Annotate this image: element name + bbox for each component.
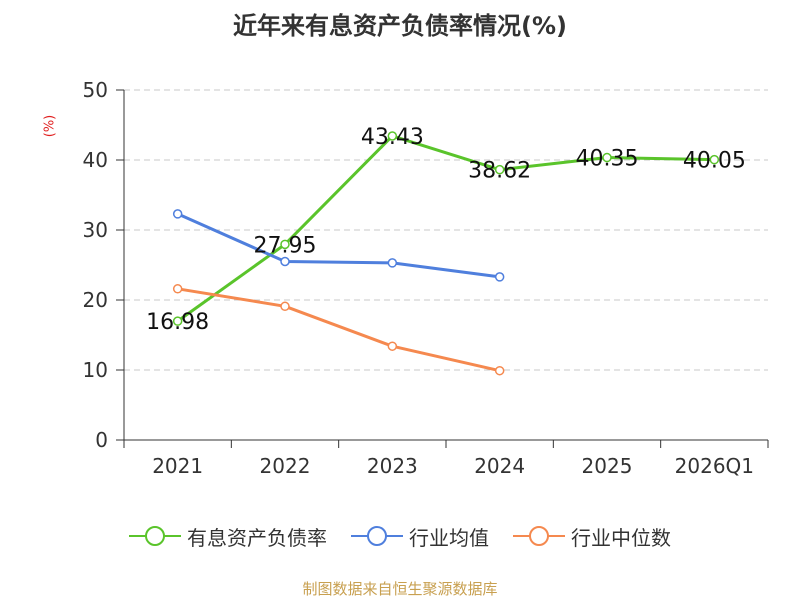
- legend-circle: [367, 526, 387, 546]
- series-line-1: [177, 212, 500, 279]
- data-point-1: [494, 272, 505, 282]
- legend-label: 有息资产负债率: [187, 525, 327, 550]
- data-point-0: [172, 316, 183, 326]
- y-tick-label: 10: [83, 358, 108, 382]
- data-label: 43.43: [361, 125, 424, 150]
- legend-circle: [145, 526, 165, 546]
- legend-marker-icon: [513, 526, 565, 546]
- chart-title: 近年来有息资产负债率情况(%): [233, 12, 567, 40]
- data-point-2: [172, 284, 183, 294]
- y-tick-label: 20: [83, 288, 108, 312]
- legend-label: 行业中位数: [571, 525, 671, 550]
- data-point-1: [280, 256, 290, 267]
- data-point-0: [387, 131, 398, 141]
- x-tick-label: 2022: [260, 454, 311, 478]
- y-tick-label: 40: [83, 148, 108, 172]
- series-line-2: [177, 287, 501, 373]
- y-tick-label: 0: [95, 428, 108, 452]
- x-tick-label: 2025: [582, 454, 633, 478]
- x-tick-label: 2026Q1: [675, 454, 754, 478]
- y-tick-label: 30: [83, 218, 108, 242]
- data-point-2: [494, 365, 505, 376]
- source-footer: 制图数据来自恒生聚源数据库: [302, 580, 498, 598]
- legend-circle: [529, 526, 549, 546]
- data-point-0: [280, 239, 290, 250]
- data-label: 40.05: [683, 149, 746, 174]
- y-tick-label: 50: [83, 78, 108, 102]
- x-tick-label: 2024: [474, 454, 525, 478]
- data-point-1: [387, 258, 398, 268]
- x-tick-label: 2023: [367, 454, 418, 478]
- series-line-0: [176, 134, 715, 323]
- data-point-2: [280, 301, 290, 312]
- data-label: 38.62: [468, 159, 531, 184]
- legend-marker-icon: [129, 526, 181, 546]
- data-label: 27.95: [254, 233, 317, 258]
- data-point-0: [602, 152, 612, 163]
- x-tick-label: 2021: [152, 454, 203, 478]
- data-point-0: [494, 164, 505, 175]
- legend-marker-icon: [351, 526, 403, 546]
- legend-item-2: 行业中位数: [513, 522, 671, 551]
- data-point-2: [387, 341, 398, 351]
- data-point-1: [172, 209, 183, 219]
- data-label: 40.35: [576, 147, 639, 172]
- legend-item-1: 行业均值: [351, 522, 489, 551]
- legend-item-0: 有息资产负债率: [129, 522, 327, 551]
- legend: 有息资产负债率 行业均值 行业中位数: [0, 519, 800, 553]
- legend-label: 行业均值: [409, 525, 489, 550]
- data-label: 16.98: [146, 310, 209, 335]
- data-point-0: [709, 154, 720, 165]
